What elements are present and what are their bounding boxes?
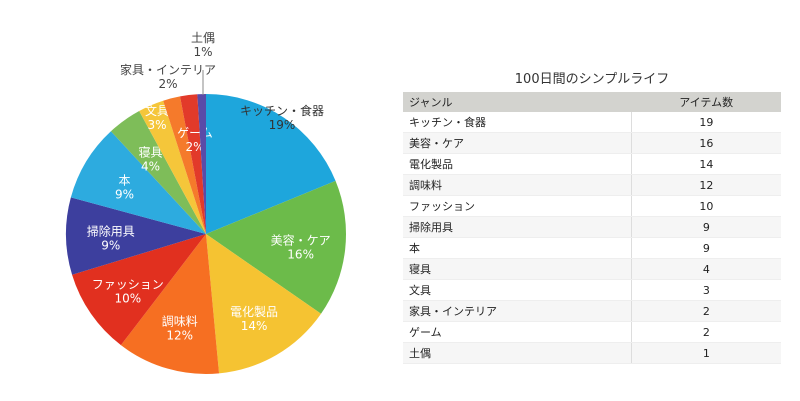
table-row: ファッション 10: [403, 195, 781, 217]
table-row: 家具・インテリア 2: [403, 300, 781, 322]
count-cell: 2: [630, 300, 781, 322]
count-cell: 19: [630, 112, 781, 133]
pie-slice: [197, 94, 206, 234]
count-cell: 4: [630, 258, 781, 280]
slice-category-label: ゲーム: [177, 126, 213, 140]
genre-cell: 土偶: [403, 342, 632, 364]
header-count: アイテム数: [631, 92, 781, 112]
slice-category-label: キッチン・食器: [240, 103, 324, 118]
slice-percent-label: 14%: [241, 319, 268, 333]
genre-cell: 美容・ケア: [403, 132, 632, 154]
count-cell: 9: [630, 237, 781, 259]
slice-percent-label: 12%: [166, 328, 193, 342]
count-cell: 2: [630, 321, 781, 343]
slice-category-label: 文具: [145, 103, 169, 118]
count-cell: 9: [630, 216, 781, 238]
slice-percent-label: 2%: [185, 140, 204, 154]
slice-category-label: 家具・インテリア: [120, 62, 216, 77]
slice-percent-label: 1%: [193, 45, 212, 59]
table-row: 美容・ケア 16: [403, 132, 781, 154]
count-cell: 1: [630, 342, 781, 364]
count-cell: 14: [630, 153, 781, 175]
genre-cell: 調味料: [403, 174, 632, 196]
table-row: 掃除用具 9: [403, 216, 781, 238]
count-cell: 16: [630, 132, 781, 154]
pie-slice: [72, 234, 206, 346]
slice-percent-label: 10%: [114, 291, 141, 305]
pie-slice: [206, 234, 322, 374]
slice-percent-label: 19%: [269, 118, 296, 132]
table-row: 文具 3: [403, 279, 781, 301]
header-genre: ジャンル: [403, 92, 632, 112]
count-cell: 12: [630, 174, 781, 196]
slice-category-label: 電化製品: [230, 305, 278, 319]
genre-cell: 文具: [403, 279, 632, 301]
genre-cell: 本: [403, 237, 632, 259]
table-row: キッチン・食器 19: [403, 112, 781, 133]
slice-percent-label: 3%: [147, 118, 166, 132]
pie-slice: [139, 100, 206, 234]
table-row: 電化製品 14: [403, 153, 781, 175]
table-row: ゲーム 2: [403, 321, 781, 343]
pie-slice: [66, 197, 206, 275]
genre-cell: ゲーム: [403, 321, 632, 343]
genre-cell: 電化製品: [403, 153, 632, 175]
pie-slice: [70, 131, 206, 234]
slice-category-label: 美容・ケア: [271, 232, 331, 247]
table-row: 寝具 4: [403, 258, 781, 280]
pie-slice: [180, 94, 206, 234]
slice-percent-label: 2%: [158, 77, 177, 91]
pie-slice: [206, 180, 347, 314]
slice-percent-label: 4%: [141, 160, 160, 174]
pie-slice: [110, 110, 206, 234]
genre-cell: ファッション: [403, 195, 632, 217]
slice-category-label: 土偶: [191, 31, 215, 45]
slice-percent-label: 9%: [115, 188, 134, 202]
pie-slice: [120, 234, 220, 374]
slice-category-label: 本: [119, 174, 131, 188]
count-cell: 3: [630, 279, 781, 301]
slice-category-label: 掃除用具: [87, 223, 135, 238]
slice-category-label: 調味料: [162, 314, 198, 328]
pie-slice: [163, 96, 206, 235]
genre-cell: 家具・インテリア: [403, 300, 632, 322]
slice-percent-label: 16%: [287, 247, 314, 261]
table-row: 土偶 1: [403, 342, 781, 364]
pie-slice: [206, 94, 336, 234]
slice-category-label: 寝具: [139, 145, 163, 160]
genre-cell: キッチン・食器: [403, 112, 632, 133]
slice-category-label: ファッション: [92, 277, 164, 291]
table-title: 100日間のシンプルライフ: [514, 72, 670, 87]
count-cell: 10: [630, 195, 781, 217]
genre-cell: 寝具: [403, 258, 632, 280]
slice-percent-label: 9%: [101, 238, 120, 252]
table-row: 調味料 12: [403, 174, 781, 196]
data-table: ジャンル アイテム数 キッチン・食器 19 美容・ケア 16 電化製品 14 調味料 12 ファ…: [403, 92, 781, 364]
genre-cell: 掃除用具: [403, 216, 632, 238]
